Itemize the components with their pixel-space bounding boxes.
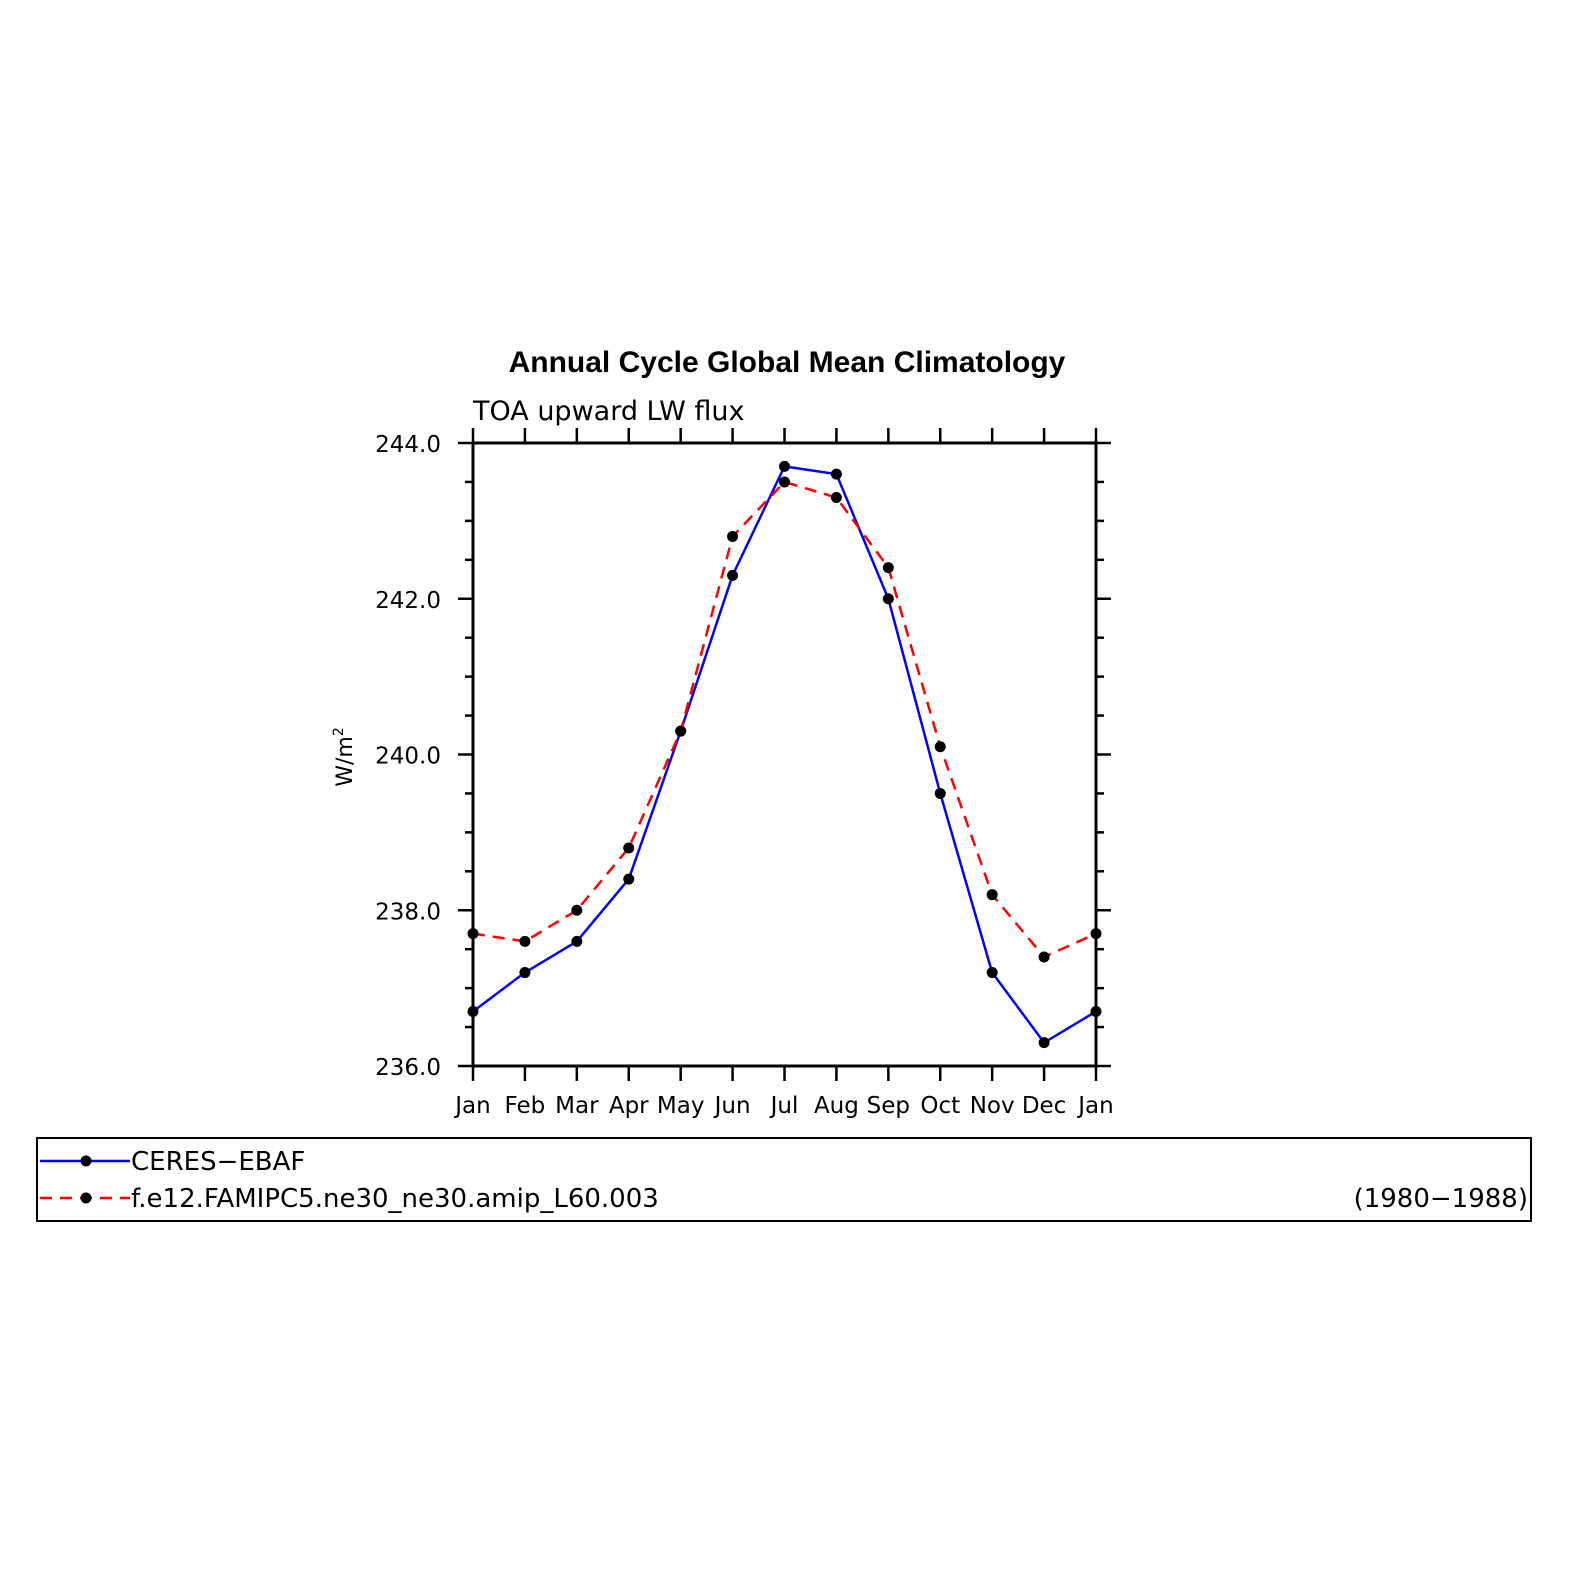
x-tick-label: Nov: [970, 1093, 1015, 1119]
series-0-point: [571, 935, 583, 947]
series-1-point: [1038, 951, 1050, 963]
y-tick-label: 244.0: [375, 432, 441, 458]
x-tick-label: Aug: [814, 1093, 859, 1119]
series-0-point: [519, 967, 531, 979]
y-tick-label: 238.0: [375, 899, 441, 925]
series-1-point: [467, 928, 479, 940]
series-1-point: [623, 842, 635, 854]
legend-marker-model: [80, 1192, 92, 1204]
legend-period: (1980−1988): [1354, 1184, 1528, 1214]
svg-text:W/m2: W/m2: [331, 727, 358, 787]
series-1-point: [830, 492, 842, 504]
series-1-point: [571, 904, 583, 916]
series-1-point: [727, 530, 739, 542]
series-0-point: [779, 460, 790, 472]
series-0-point: [934, 787, 946, 799]
series-layer: [467, 460, 1102, 1049]
chart-subtitle: TOA upward LW flux: [472, 396, 745, 427]
axis-ticks: [458, 428, 1111, 1081]
series-line-0: [472, 464, 1097, 1045]
series-0-point: [1090, 1005, 1102, 1017]
x-tick-label: Jul: [769, 1093, 799, 1119]
y-axis-label-exponent: 2: [331, 727, 347, 736]
x-tick-label: May: [657, 1093, 705, 1119]
x-tick-label: Jun: [713, 1093, 751, 1119]
series-0-point: [986, 967, 998, 979]
x-tick-label: Jan: [1076, 1093, 1113, 1119]
x-tick-labels: Jan Feb Mar Apr May Jun Jul Aug Sep Oct Nov Dec Jan: [453, 1093, 1113, 1119]
y-tick-label: 242.0: [375, 588, 441, 614]
x-tick-label: Apr: [609, 1093, 649, 1119]
series-1-point: [519, 935, 531, 947]
y-tick-label: 240.0: [375, 744, 441, 770]
series-1-point: [934, 741, 946, 753]
x-tick-label: Sep: [867, 1093, 910, 1119]
x-tick-label: Jan: [453, 1093, 490, 1119]
x-tick-label: Mar: [555, 1093, 599, 1119]
series-line-1: [472, 480, 1097, 959]
x-tick-label: Oct: [920, 1093, 960, 1119]
legend-marker-ceres: [80, 1155, 92, 1167]
series-1-point: [675, 725, 687, 737]
legend-label-ceres: CERES−EBAF: [131, 1147, 305, 1177]
series-1-point: [1090, 928, 1102, 940]
series-0-point: [727, 569, 739, 581]
legend-label-model: f.e12.FAMIPC5.ne30_ne30.amip_L60.003: [131, 1184, 659, 1214]
series-0-point: [1038, 1037, 1050, 1049]
y-tick-label: 236.0: [375, 1055, 441, 1081]
series-0-point: [623, 873, 635, 885]
x-tick-label: Feb: [505, 1093, 546, 1119]
series-0-point: [882, 593, 894, 605]
chart-title: Annual Cycle Global Mean Climatology: [509, 346, 1066, 379]
series-1-point: [779, 476, 790, 488]
series-1-point: [882, 562, 894, 574]
plot-frame: [471, 441, 1098, 1068]
series-0-point: [830, 468, 842, 480]
legend: CERES−EBAF f.e12.FAMIPC5.ne30_ne30.amip_…: [36, 1137, 1532, 1222]
series-0-point: [467, 1005, 479, 1017]
y-axis-label: W/m: [333, 736, 358, 787]
y-axis-title: W/m2: [331, 727, 358, 787]
series-1-point: [986, 889, 998, 901]
legend-box: [36, 1137, 1532, 1222]
x-tick-label: Dec: [1022, 1093, 1067, 1119]
y-tick-labels: 236.0 238.0 240.0 242.0 244.0: [375, 432, 441, 1081]
